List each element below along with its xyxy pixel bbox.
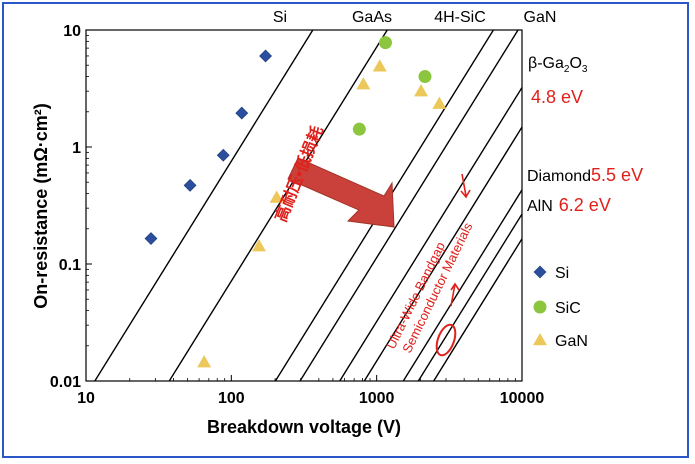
x-tick-label: 1000 <box>359 390 395 407</box>
legend-label-sic: SiC <box>555 300 581 317</box>
x-tick-label: 10000 <box>500 390 545 407</box>
limit-line-aln <box>402 188 522 381</box>
limit-line-gan <box>299 30 519 381</box>
big-arrow <box>287 157 395 228</box>
data-point-si <box>216 148 230 162</box>
limit-label-4h-sic: 4H-SiC <box>434 9 486 26</box>
data-point-sic <box>378 36 392 50</box>
bandgap-ga2o3: 4.8 eV <box>531 87 583 107</box>
data-point-gan <box>269 190 284 203</box>
data-point-gan <box>372 59 387 72</box>
annotation-arrowhead-up <box>450 282 460 291</box>
y-tick-label: 1 <box>72 140 81 157</box>
limit-line-si <box>94 30 314 381</box>
y-tick-label: 0.1 <box>59 257 81 274</box>
legend-marker-si <box>533 265 547 279</box>
data-point-gan <box>414 84 429 97</box>
image-frame <box>2 2 689 458</box>
annotation-arrow-up <box>450 283 456 307</box>
legend-marker-sic <box>533 300 547 314</box>
y-axis-label: On-resistance (mΩ·cm²) <box>31 103 51 308</box>
y-tick-label: 0.01 <box>50 374 81 391</box>
data-point-gan <box>197 355 212 368</box>
data-point-sic <box>352 122 366 136</box>
data-point-sic <box>418 70 432 84</box>
annotation-arrow-down <box>461 173 467 197</box>
x-tick-label: 10 <box>77 390 95 407</box>
legend: Si SiC GaN <box>533 265 588 350</box>
limit-label-si: Si <box>273 9 287 26</box>
data-point-si <box>259 49 272 63</box>
data-point-gan <box>432 96 447 109</box>
annotation-arrowhead-down <box>460 189 471 199</box>
label-ga2o3: β-Ga2O3 <box>528 55 588 75</box>
limit-line-uwbg-extra-1 <box>417 212 522 381</box>
plot-area <box>85 29 523 382</box>
y-tick-label: 10 <box>63 23 81 40</box>
limit-line-gaas <box>168 30 388 381</box>
data-point-si <box>144 232 158 245</box>
label-aln: AlN 6.2 eV <box>527 195 611 215</box>
limit-label-gan: GaN <box>524 9 557 26</box>
limit-line-diamond <box>363 125 522 381</box>
limit-line-uwbg-extra-2 <box>433 237 522 381</box>
data-point-gan <box>251 239 266 252</box>
data-point-si <box>235 106 249 120</box>
label-diamond: Diamond5.5 eV <box>527 165 643 185</box>
limit-line-ga2o3 <box>339 86 522 381</box>
data-point-si <box>183 178 197 192</box>
legend-marker-gan <box>533 333 547 346</box>
legend-label-gan: GaN <box>555 333 588 350</box>
data-point-gan <box>356 77 371 90</box>
annotation-ellipse <box>435 323 457 357</box>
legend-label-si: Si <box>555 265 569 282</box>
limit-label-gaas: GaAs <box>352 9 392 26</box>
x-tick-label: 100 <box>218 390 245 407</box>
x-axis-label: Breakdown voltage (V) <box>207 417 401 437</box>
